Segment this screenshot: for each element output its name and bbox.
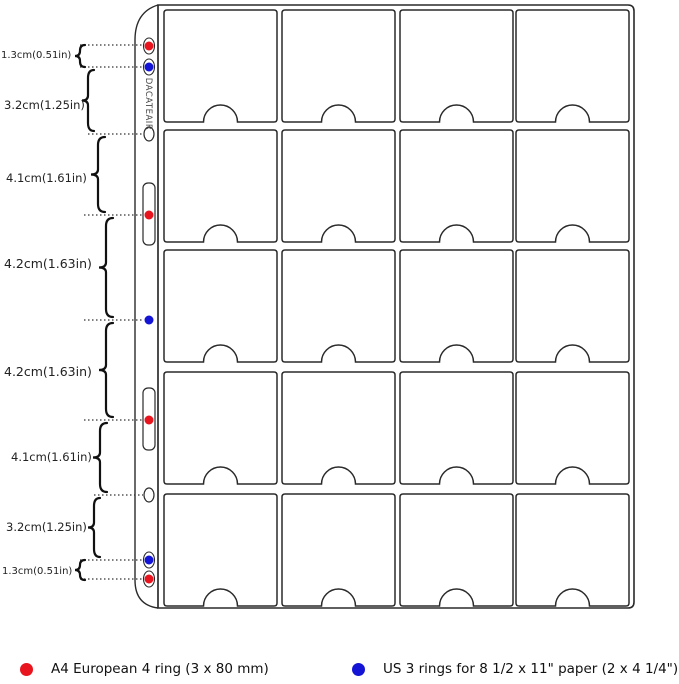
pocket <box>163 9 278 123</box>
pocket <box>399 371 514 485</box>
measure-label-1: 1.3cm(0.51in) <box>1 50 72 61</box>
red-ring-hole <box>144 574 154 584</box>
sheet <box>134 4 635 609</box>
red-dot-icon <box>20 662 33 676</box>
ring-hole-outline <box>142 551 156 569</box>
blue-ring-hole <box>144 315 154 325</box>
pocket <box>399 493 514 607</box>
ring-hole <box>143 126 155 142</box>
pocket <box>515 9 630 123</box>
curly-brace <box>74 43 87 69</box>
pocket <box>281 493 396 607</box>
blue-ring-hole <box>144 62 154 72</box>
binder-spine <box>142 37 156 588</box>
pocket <box>399 9 514 123</box>
measure-label-4: 4.2cm(1.63in) <box>4 256 92 271</box>
pocket <box>399 249 514 363</box>
ring-hole-outline <box>142 58 156 76</box>
pocket <box>515 129 630 243</box>
blue-ring-hole <box>144 555 154 565</box>
measurement-guides <box>74 43 143 582</box>
measure-label-5: 4.2cm(1.63in) <box>4 364 92 379</box>
curly-brace <box>81 68 96 133</box>
pocket <box>281 249 396 363</box>
curly-brace <box>87 496 102 559</box>
pocket <box>515 493 630 607</box>
ring-slot <box>142 182 156 246</box>
brand-text: DACATEAIR <box>143 78 153 130</box>
measure-label-6: 4.1cm(1.61in) <box>11 450 92 464</box>
red-ring-hole <box>144 415 154 425</box>
blue-dot-icon <box>352 662 365 676</box>
curly-brace <box>98 321 115 419</box>
pocket <box>163 249 278 363</box>
measure-label-2: 3.2cm(1.25in) <box>4 98 85 112</box>
legend-item-blue: US 3 rings for 8 1/2 x 11" paper (2 x 4 … <box>352 661 678 677</box>
legend-label-blue: US 3 rings for 8 1/2 x 11" paper (2 x 4 … <box>383 661 679 677</box>
measure-label-8: 1.3cm(0.51in) <box>2 566 73 577</box>
pocket <box>515 371 630 485</box>
pocket <box>163 129 278 243</box>
ring-hole-outline <box>142 37 156 55</box>
ring-hole-outline <box>142 570 156 588</box>
legend-label-red: A4 European 4 ring (3 x 80 mm) <box>51 661 269 677</box>
pocket-grid <box>163 9 630 607</box>
curly-brace <box>98 216 115 319</box>
pocket <box>281 129 396 243</box>
ring-slot <box>142 387 156 451</box>
pocket <box>281 9 396 123</box>
pocket <box>399 129 514 243</box>
pocket <box>281 371 396 485</box>
legend-item-red: A4 European 4 ring (3 x 80 mm) <box>20 661 269 677</box>
pocket <box>163 371 278 485</box>
ring-hole <box>143 487 155 503</box>
measure-label-3: 4.1cm(1.61in) <box>6 171 87 185</box>
red-ring-hole <box>144 210 154 220</box>
sheet-outline <box>157 4 635 609</box>
pocket <box>515 249 630 363</box>
curly-brace <box>92 421 109 494</box>
pocket <box>163 493 278 607</box>
curly-brace <box>90 135 107 214</box>
curly-brace <box>74 558 87 582</box>
red-ring-hole <box>144 41 154 51</box>
measure-label-7: 3.2cm(1.25in) <box>6 520 87 534</box>
sheet-binding-edge <box>134 4 159 609</box>
